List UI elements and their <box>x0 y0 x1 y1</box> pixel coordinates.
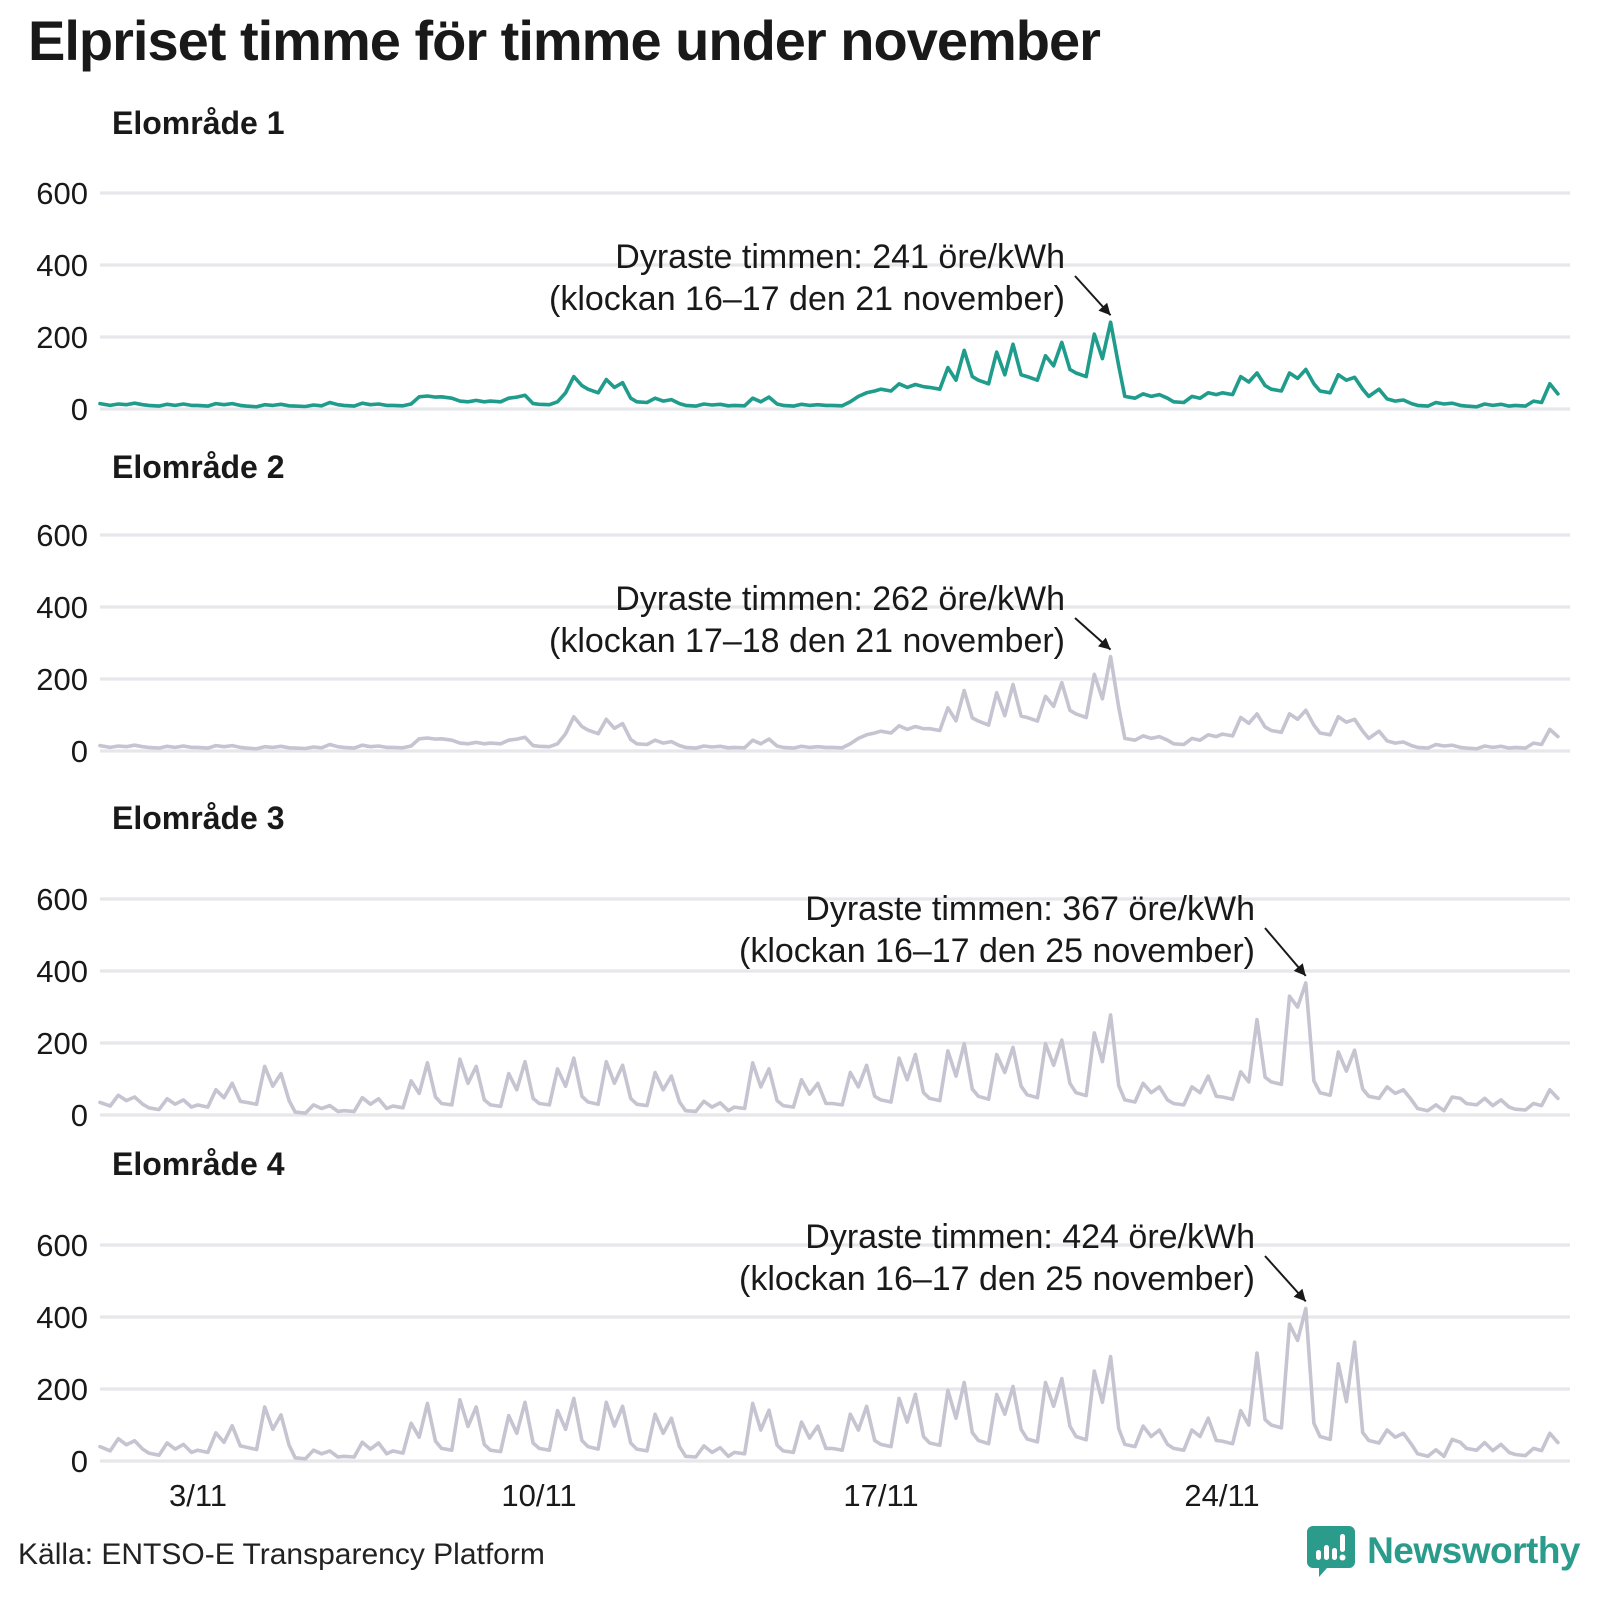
line-chart-elomrade-4: 0 200 400 600 Dyraste timmen: 424 öre/kWh (kl… <box>36 1218 1570 1479</box>
newsworthy-logo-text: Newsworthy <box>1367 1530 1580 1571</box>
svg-text:Dyraste timmen: 367 öre/kWh: Dyraste timmen: 367 öre/kWh <box>805 890 1255 928</box>
source-credit: Källa: ENTSO-E Transparency Platform <box>18 1538 545 1571</box>
x-axis-tick-17-11: 17/11 <box>843 1478 919 1513</box>
svg-text:400: 400 <box>36 590 88 625</box>
panel-title-elomrade-4: Elområde 4 <box>112 1146 285 1182</box>
svg-text:0: 0 <box>71 392 88 427</box>
svg-text:(klockan 16–17 den 25 november: (klockan 16–17 den 25 november) <box>739 1260 1255 1298</box>
line-chart-elomrade-3: 0 200 400 600 Dyraste timmen: 367 öre/kWh (kl… <box>36 882 1570 1133</box>
svg-text:0: 0 <box>71 1098 88 1133</box>
panel-title-elomrade-3: Elområde 3 <box>112 800 285 836</box>
svg-text:Dyraste timmen: 262 öre/kWh: Dyraste timmen: 262 öre/kWh <box>615 580 1065 618</box>
svg-text:600: 600 <box>36 882 88 917</box>
x-axis-tick-24-11: 24/11 <box>1184 1478 1260 1513</box>
svg-text:600: 600 <box>36 518 88 553</box>
svg-text:200: 200 <box>36 320 88 355</box>
svg-text:400: 400 <box>36 954 88 989</box>
svg-text:400: 400 <box>36 248 88 283</box>
x-axis-tick-3-11: 3/11 <box>168 1478 228 1513</box>
svg-text:0: 0 <box>71 734 88 769</box>
svg-text:400: 400 <box>36 1300 88 1335</box>
svg-text:(klockan 17–18 den 21 november: (klockan 17–18 den 21 november) <box>549 622 1065 660</box>
panel-title-elomrade-2: Elområde 2 <box>112 449 285 485</box>
svg-text:(klockan 16–17 den 21 november: (klockan 16–17 den 21 november) <box>549 280 1065 318</box>
line-chart-elomrade-1: 0 200 400 600 Dyraste timmen: 241 öre/kWh (kl… <box>36 176 1570 427</box>
panel-title-elomrade-1: Elområde 1 <box>112 105 285 141</box>
newsworthy-speech-bubble-icon <box>1307 1526 1356 1577</box>
page-title: Elpriset timme för timme under november <box>28 9 1101 72</box>
line-chart-elomrade-2: 0 200 400 600 Dyraste timmen: 262 öre/kWh (kl… <box>36 518 1570 769</box>
svg-text:200: 200 <box>36 662 88 697</box>
svg-text:200: 200 <box>36 1372 88 1407</box>
x-axis-tick-10-11: 10/11 <box>501 1478 577 1513</box>
svg-text:200: 200 <box>36 1026 88 1061</box>
svg-text:600: 600 <box>36 1228 88 1263</box>
newsworthy-logo: Newsworthy <box>1305 1524 1580 1578</box>
svg-text:0: 0 <box>71 1444 88 1479</box>
svg-text:Dyraste timmen: 424 öre/kWh: Dyraste timmen: 424 öre/kWh <box>805 1218 1255 1256</box>
svg-text:(klockan 16–17 den 25 november: (klockan 16–17 den 25 november) <box>739 932 1255 970</box>
svg-text:Dyraste timmen: 241 öre/kWh: Dyraste timmen: 241 öre/kWh <box>615 238 1065 276</box>
svg-text:600: 600 <box>36 176 88 211</box>
